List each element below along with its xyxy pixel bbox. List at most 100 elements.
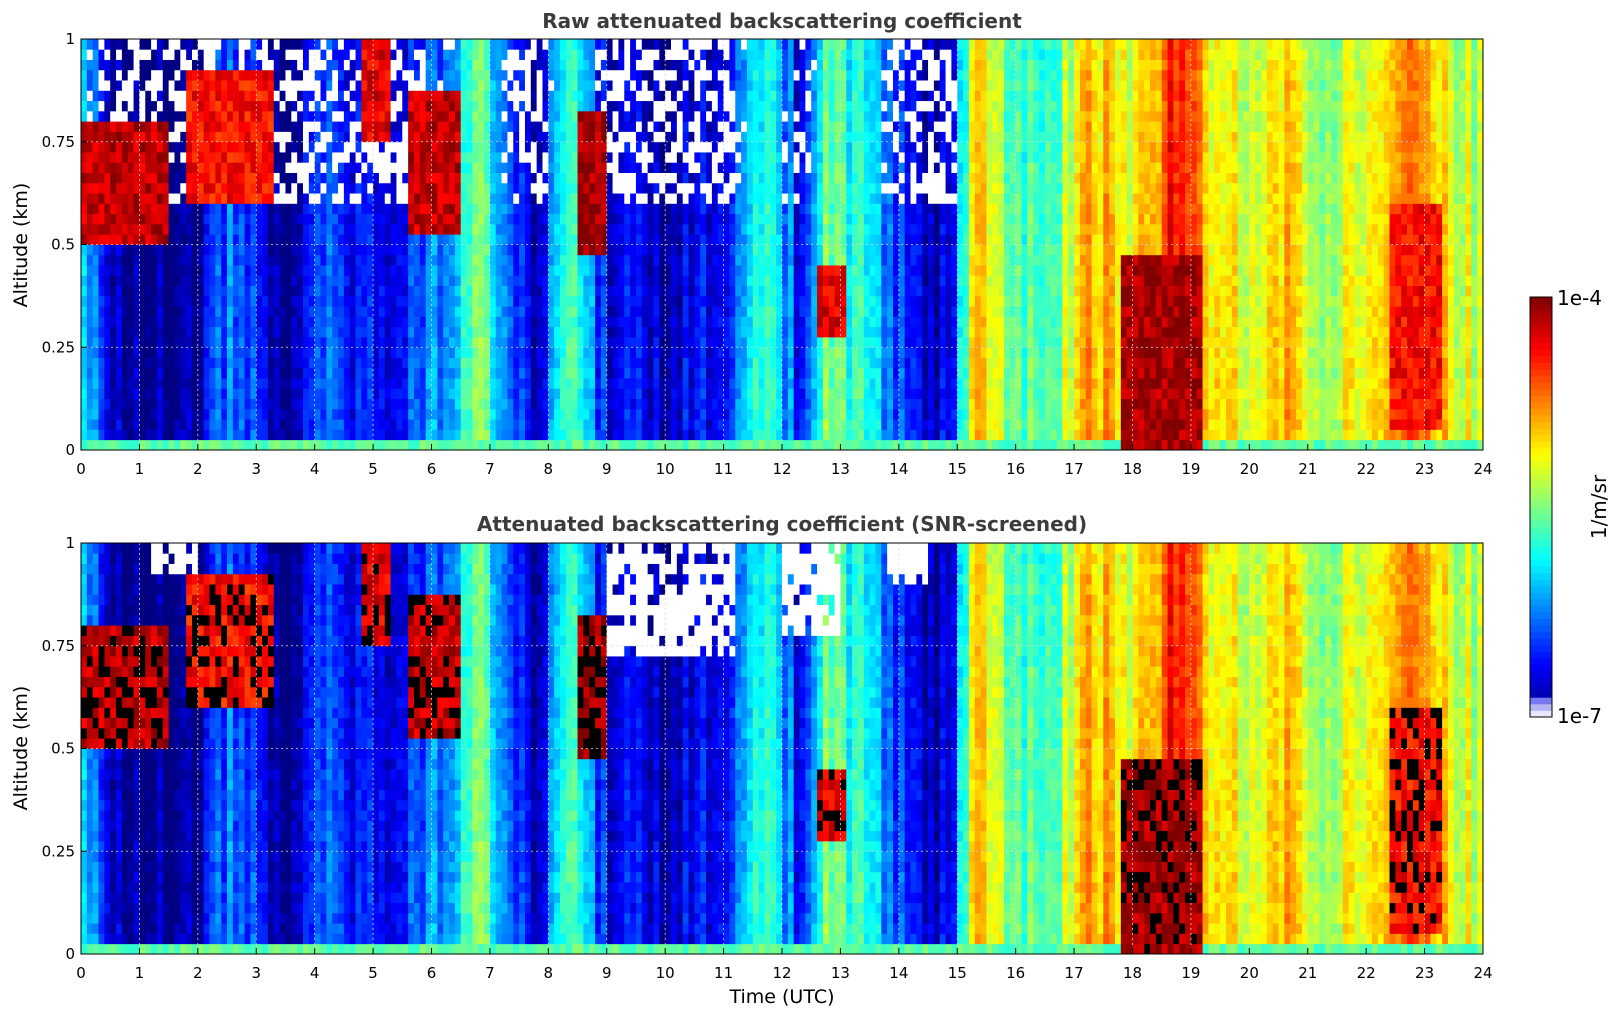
heatmap-cell [577, 388, 584, 400]
heatmap-cell [180, 419, 187, 430]
heatmap-cell [110, 244, 117, 256]
heatmap-cell [174, 419, 181, 430]
heatmap-cell [133, 326, 140, 338]
heatmap-cell [606, 131, 613, 143]
heatmap-cell [86, 110, 94, 122]
heatmap-cell [285, 439, 292, 451]
heatmap-cell [600, 162, 608, 173]
heatmap-cell [98, 275, 105, 286]
heatmap-cell [168, 429, 175, 441]
heatmap-cell [443, 285, 450, 297]
heatmap-cell [460, 367, 467, 379]
heatmap-cell [548, 213, 555, 225]
heatmap-cell [600, 419, 608, 430]
heatmap-cell [191, 295, 199, 307]
heatmap-cell [478, 347, 485, 358]
heatmap-cell [495, 223, 502, 235]
heatmap-cell [419, 182, 427, 194]
heatmap-cell [402, 367, 409, 379]
heatmap-cell [595, 275, 602, 286]
heatmap-cell [227, 152, 234, 163]
heatmap-cell [612, 275, 619, 286]
heatmap-cell [793, 182, 800, 194]
heatmap-cell [484, 80, 491, 91]
heatmap-cell [565, 152, 573, 163]
heatmap-cell [437, 172, 444, 184]
heatmap-cell [373, 265, 380, 276]
heatmap-cell [793, 378, 800, 389]
heatmap-cell [291, 193, 298, 204]
heatmap-cell [92, 80, 99, 91]
heatmap-cell [647, 285, 654, 297]
heatmap-cell [746, 265, 754, 276]
heatmap-cell [530, 193, 538, 204]
heatmap-cell [116, 439, 123, 451]
heatmap-cell [156, 49, 164, 60]
heatmap-cell [630, 110, 637, 122]
heatmap-cell [565, 49, 573, 60]
heatmap-cell [262, 326, 269, 338]
heatmap-cell [735, 408, 742, 420]
heatmap-cell [659, 378, 666, 389]
heatmap-cell [361, 80, 368, 91]
heatmap-cell [291, 367, 298, 379]
heatmap-cell [238, 336, 245, 348]
heatmap-cell [127, 357, 134, 369]
heatmap-cell [431, 367, 438, 379]
heatmap-cell [560, 439, 567, 451]
heatmap-cell [641, 121, 649, 132]
heatmap-cell [711, 244, 719, 256]
heatmap-cell [711, 347, 719, 358]
heatmap-cell [396, 398, 403, 410]
heatmap-cell [384, 306, 392, 317]
heatmap-cell [600, 254, 608, 266]
heatmap-cell [431, 336, 438, 348]
heatmap-cell [402, 39, 409, 50]
heatmap-cell [694, 182, 701, 194]
heatmap-cell [396, 223, 403, 235]
heatmap-cell [507, 275, 514, 286]
heatmap-cell [209, 254, 216, 266]
heatmap-cell [133, 121, 140, 132]
heatmap-cell [630, 367, 637, 379]
heatmap-cell [524, 49, 532, 60]
heatmap-cell [431, 152, 438, 163]
heatmap-cell [343, 378, 351, 389]
heatmap-cell [787, 254, 795, 266]
heatmap-cell [267, 275, 275, 286]
heatmap-cell [466, 326, 473, 338]
heatmap-cell [671, 326, 678, 338]
heatmap-cell [186, 244, 193, 256]
heatmap-cell [390, 326, 397, 338]
heatmap-cell [606, 172, 613, 184]
heatmap-cell [554, 80, 561, 91]
heatmap-cell [431, 172, 438, 184]
heatmap-cell [180, 336, 187, 348]
heatmap-cell [273, 131, 281, 143]
heatmap-cell [618, 100, 625, 112]
heatmap-cell [758, 357, 765, 369]
heatmap-cell [612, 223, 619, 235]
heatmap-cell [647, 388, 654, 400]
heatmap-cell [589, 326, 596, 338]
heatmap-cell [659, 152, 666, 163]
heatmap-cell [799, 110, 806, 122]
heatmap-cell [524, 141, 532, 153]
heatmap-cell [437, 49, 444, 60]
heatmap-cell [355, 306, 362, 317]
heatmap-cell [425, 141, 432, 153]
heatmap-cell [741, 357, 748, 369]
heatmap-cell [314, 172, 321, 184]
heatmap-cell [641, 172, 649, 184]
heatmap-cell [250, 39, 257, 50]
heatmap-cell [501, 275, 508, 286]
heatmap-cell [717, 49, 724, 60]
heatmap-cell [688, 141, 695, 153]
heatmap-cell [758, 121, 765, 132]
heatmap-cell [378, 80, 386, 91]
heatmap-cell [191, 213, 199, 225]
heatmap-cell [81, 378, 88, 389]
heatmap-cell [297, 193, 304, 204]
heatmap-cell [361, 347, 368, 358]
heatmap-cell [116, 152, 123, 163]
